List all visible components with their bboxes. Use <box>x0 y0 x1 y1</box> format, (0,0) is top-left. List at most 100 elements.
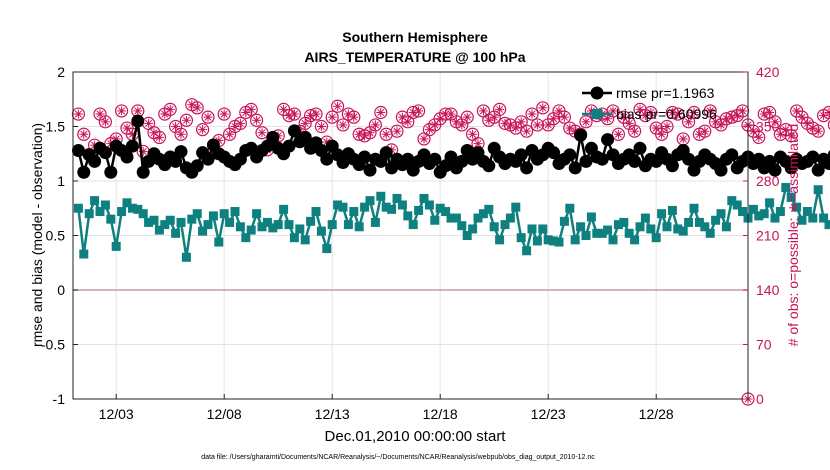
bias-point <box>381 202 391 212</box>
rmse-point <box>514 148 528 162</box>
y-axis-right: 0 70 140 210 280 350 420 <box>743 64 780 407</box>
bias-point <box>576 222 586 232</box>
obs-possible-point <box>536 101 550 115</box>
obs-assimilated-point <box>635 104 645 114</box>
bias-point <box>468 224 478 234</box>
obs-assimilated-point <box>187 100 197 110</box>
legend-label: rmse pr=1.1963 <box>616 85 715 101</box>
y-tick-label: 1 <box>57 173 65 189</box>
y-tick-label: -0.5 <box>41 337 65 353</box>
obs-assimilated-point <box>338 120 348 130</box>
rmse-point <box>444 150 458 164</box>
obs-assimilated-point <box>619 112 629 122</box>
obs-assimilated-point <box>235 118 245 128</box>
bias-point <box>824 220 830 230</box>
rmse-point <box>169 154 183 168</box>
bias-point <box>387 204 397 214</box>
bias-point <box>203 220 213 230</box>
obs-possible-point <box>152 130 166 144</box>
obs-possible-point <box>190 101 204 115</box>
bias-point <box>630 235 640 245</box>
obs-assimilated-point <box>192 103 202 113</box>
bias-point <box>79 249 89 259</box>
obs-possible-point <box>784 129 798 143</box>
obs-assimilated-point <box>354 129 364 139</box>
rmse-point <box>520 161 534 175</box>
obs-assimilated-point <box>403 117 413 127</box>
obs-possible-point <box>757 107 771 121</box>
bias-point <box>322 244 332 254</box>
obs-possible-point <box>606 104 620 118</box>
obs-assimilated-point <box>343 109 353 119</box>
rmse-point <box>282 139 296 153</box>
rmse-point <box>125 139 139 153</box>
rmse-point <box>298 130 312 144</box>
bias-point <box>73 203 83 213</box>
bias-point <box>295 224 305 234</box>
obs-assimilated-point <box>289 109 299 119</box>
rmse-point <box>822 157 830 171</box>
bias-point <box>770 213 780 223</box>
y-tick-label: 0.5 <box>46 228 66 244</box>
obs-possible-point <box>498 116 512 130</box>
bias-point <box>732 200 742 210</box>
obs-assimilated-point <box>397 112 407 122</box>
rmse-point <box>768 163 782 177</box>
obs-assimilated-point <box>198 125 208 135</box>
bias-point <box>257 222 267 232</box>
legend-item: rmse pr=1.1963 <box>582 85 715 101</box>
bias-point <box>90 196 100 206</box>
bias-point <box>171 228 181 238</box>
obs-possible-point <box>687 105 701 120</box>
obs-possible-point <box>644 105 658 120</box>
bias-point <box>505 213 515 223</box>
obs-assimilated-point <box>500 118 510 128</box>
bias-point <box>397 200 407 210</box>
chart-title: Southern Hemisphere <box>342 29 488 45</box>
obs-assimilated-point <box>711 117 721 127</box>
rmse-point <box>665 159 679 173</box>
bias-point <box>640 213 650 223</box>
obs-assimilated-point <box>511 123 521 133</box>
rmse-point <box>88 154 102 168</box>
bias-point <box>727 196 737 206</box>
bias-point <box>289 233 299 243</box>
bias-point <box>235 222 245 232</box>
obs-assimilated-point <box>333 101 343 111</box>
obs-assimilated-point <box>495 104 505 114</box>
bias-point <box>284 220 294 230</box>
rmse-point <box>77 165 91 179</box>
bias-point <box>181 252 191 262</box>
bias-point <box>327 220 337 230</box>
bias-point <box>619 217 629 227</box>
rmse-point <box>174 145 188 159</box>
bias-point <box>516 233 526 243</box>
bias-point <box>646 224 656 234</box>
bias-point <box>559 216 569 226</box>
obs-assimilated-point <box>516 117 526 127</box>
bias-point <box>376 191 386 201</box>
bias-point <box>624 228 634 238</box>
bias-point <box>786 192 796 202</box>
obs-assimilated-point <box>457 120 467 130</box>
bias-point <box>349 207 359 217</box>
obs-assimilated-point <box>624 118 634 128</box>
obs-assimilated-point <box>246 104 256 114</box>
obs-possible-point <box>244 102 258 116</box>
y-right-tick-label: 420 <box>756 64 780 80</box>
obs-assimilated-point <box>181 115 191 125</box>
bias-point <box>581 231 591 240</box>
obs-assimilated-point <box>732 111 742 121</box>
obs-possible-point <box>250 113 264 127</box>
obs-assimilated-point <box>441 109 451 119</box>
obs-possible-point <box>347 110 361 124</box>
rmse-point <box>358 150 372 164</box>
bias-point <box>532 236 542 246</box>
obs-possible-point <box>98 115 113 129</box>
obs-assimilated-point <box>203 112 213 122</box>
obs-possible-point <box>255 126 269 140</box>
obs-assimilated-point <box>171 122 181 131</box>
obs-possible-point <box>703 104 717 118</box>
obs-possible-point <box>390 124 404 138</box>
obs-possible-point <box>114 104 129 118</box>
